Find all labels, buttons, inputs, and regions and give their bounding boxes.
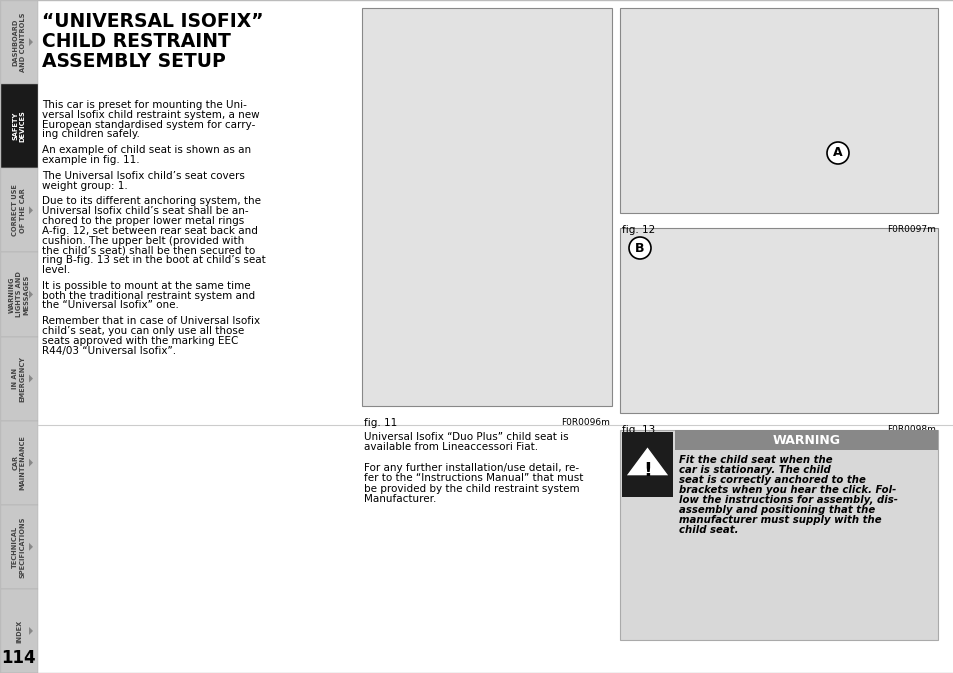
- Text: IN AN
EMERGENCY: IN AN EMERGENCY: [12, 355, 26, 402]
- Text: fig. 11: fig. 11: [364, 418, 396, 428]
- Text: A-fig. 12, set between rear seat back and: A-fig. 12, set between rear seat back an…: [42, 226, 257, 236]
- FancyBboxPatch shape: [0, 252, 38, 336]
- Text: chored to the proper lower metal rings: chored to the proper lower metal rings: [42, 216, 244, 226]
- Polygon shape: [625, 446, 669, 476]
- Text: brackets when you hear the click. Fol-: brackets when you hear the click. Fol-: [679, 485, 896, 495]
- Text: CAR
MAINTENANCE: CAR MAINTENANCE: [12, 435, 26, 490]
- Text: Due to its different anchoring system, the: Due to its different anchoring system, t…: [42, 197, 261, 207]
- FancyBboxPatch shape: [38, 0, 953, 673]
- Text: CHILD RESTRAINT: CHILD RESTRAINT: [42, 32, 231, 51]
- FancyBboxPatch shape: [0, 421, 38, 505]
- Text: F0R0097m: F0R0097m: [886, 225, 935, 234]
- Text: fig. 12: fig. 12: [621, 225, 655, 235]
- Text: TECHNICAL
SPECIFICATIONS: TECHNICAL SPECIFICATIONS: [12, 516, 26, 577]
- Text: Remember that in case of Universal Isofix: Remember that in case of Universal Isofi…: [42, 316, 260, 326]
- FancyBboxPatch shape: [0, 0, 38, 84]
- Text: be provided by the child restraint system: be provided by the child restraint syste…: [364, 483, 579, 493]
- Polygon shape: [29, 375, 33, 382]
- FancyBboxPatch shape: [0, 168, 38, 252]
- Text: “UNIVERSAL ISOFIX”: “UNIVERSAL ISOFIX”: [42, 12, 263, 31]
- FancyBboxPatch shape: [619, 8, 937, 213]
- Text: WARNING
LIGHTS AND
MESSAGES: WARNING LIGHTS AND MESSAGES: [9, 271, 30, 318]
- Polygon shape: [29, 543, 33, 551]
- FancyBboxPatch shape: [621, 432, 672, 497]
- Text: versal Isofix child restraint system, a new: versal Isofix child restraint system, a …: [42, 110, 259, 120]
- Text: assembly and positioning that the: assembly and positioning that the: [679, 505, 874, 515]
- Text: For any further installation/use detail, re-: For any further installation/use detail,…: [364, 463, 578, 473]
- Text: The Universal Isofix child’s seat covers: The Universal Isofix child’s seat covers: [42, 171, 245, 181]
- Text: Universal Isofix child’s seat shall be an-: Universal Isofix child’s seat shall be a…: [42, 206, 249, 216]
- Text: car is stationary. The child: car is stationary. The child: [679, 465, 830, 475]
- Text: the “Universal Isofix” one.: the “Universal Isofix” one.: [42, 300, 179, 310]
- Text: Manufacturer.: Manufacturer.: [364, 494, 436, 504]
- Text: both the traditional restraint system and: both the traditional restraint system an…: [42, 291, 254, 301]
- Text: ing children safely.: ing children safely.: [42, 129, 140, 139]
- Text: seat is correctly anchored to the: seat is correctly anchored to the: [679, 475, 865, 485]
- Text: ASSEMBLY SETUP: ASSEMBLY SETUP: [42, 52, 226, 71]
- Text: seats approved with the marking EEC: seats approved with the marking EEC: [42, 336, 238, 346]
- Text: SAFETY
DEVICES: SAFETY DEVICES: [12, 110, 26, 142]
- Text: manufacturer must supply with the: manufacturer must supply with the: [679, 515, 881, 525]
- Text: 114: 114: [2, 649, 36, 667]
- Text: available from Lineaccessori Fiat.: available from Lineaccessori Fiat.: [364, 442, 537, 452]
- Polygon shape: [29, 459, 33, 466]
- FancyBboxPatch shape: [0, 84, 38, 168]
- Circle shape: [826, 142, 848, 164]
- FancyBboxPatch shape: [0, 336, 38, 421]
- Text: child seat.: child seat.: [679, 525, 738, 535]
- Text: INDEX: INDEX: [16, 619, 22, 643]
- Polygon shape: [29, 291, 33, 298]
- Text: CORRECT USE
OF THE CAR: CORRECT USE OF THE CAR: [12, 184, 26, 236]
- FancyBboxPatch shape: [619, 228, 937, 413]
- Polygon shape: [29, 207, 33, 214]
- Text: !: !: [642, 460, 651, 479]
- Text: level.: level.: [42, 265, 71, 275]
- Text: cushion. The upper belt (provided with: cushion. The upper belt (provided with: [42, 236, 244, 246]
- Text: It is possible to mount at the same time: It is possible to mount at the same time: [42, 281, 251, 291]
- FancyBboxPatch shape: [675, 430, 937, 450]
- FancyBboxPatch shape: [0, 505, 38, 589]
- Text: ring B-fig. 13 set in the boot at child’s seat: ring B-fig. 13 set in the boot at child’…: [42, 255, 266, 265]
- Text: Universal Isofix “Duo Plus” child seat is: Universal Isofix “Duo Plus” child seat i…: [364, 432, 568, 442]
- Text: F0R0096m: F0R0096m: [560, 418, 609, 427]
- FancyBboxPatch shape: [0, 589, 38, 673]
- Text: the child’s seat) shall be then secured to: the child’s seat) shall be then secured …: [42, 246, 255, 255]
- Circle shape: [628, 237, 650, 259]
- Text: fer to the “Instructions Manual” that must: fer to the “Instructions Manual” that mu…: [364, 473, 583, 483]
- Text: An example of child seat is shown as an: An example of child seat is shown as an: [42, 145, 251, 155]
- Text: This car is preset for mounting the Uni-: This car is preset for mounting the Uni-: [42, 100, 247, 110]
- Polygon shape: [29, 627, 33, 635]
- FancyBboxPatch shape: [619, 430, 937, 640]
- Text: WARNING: WARNING: [772, 433, 840, 446]
- Text: fig. 13: fig. 13: [621, 425, 655, 435]
- Text: A: A: [832, 147, 841, 160]
- Text: F0R0098m: F0R0098m: [886, 425, 935, 434]
- Text: European standardised system for carry-: European standardised system for carry-: [42, 120, 255, 130]
- Text: low the instructions for assembly, dis-: low the instructions for assembly, dis-: [679, 495, 897, 505]
- Text: R44/03 “Universal Isofix”.: R44/03 “Universal Isofix”.: [42, 346, 176, 355]
- Polygon shape: [29, 38, 33, 46]
- Text: Fit the child seat when the: Fit the child seat when the: [679, 455, 832, 465]
- Text: example in fig. 11.: example in fig. 11.: [42, 155, 139, 165]
- FancyBboxPatch shape: [361, 8, 612, 406]
- Text: weight group: 1.: weight group: 1.: [42, 180, 128, 190]
- Text: B: B: [635, 242, 644, 254]
- Text: child’s seat, you can only use all those: child’s seat, you can only use all those: [42, 326, 244, 336]
- Text: DASHBOARD
AND CONTROLS: DASHBOARD AND CONTROLS: [12, 12, 26, 72]
